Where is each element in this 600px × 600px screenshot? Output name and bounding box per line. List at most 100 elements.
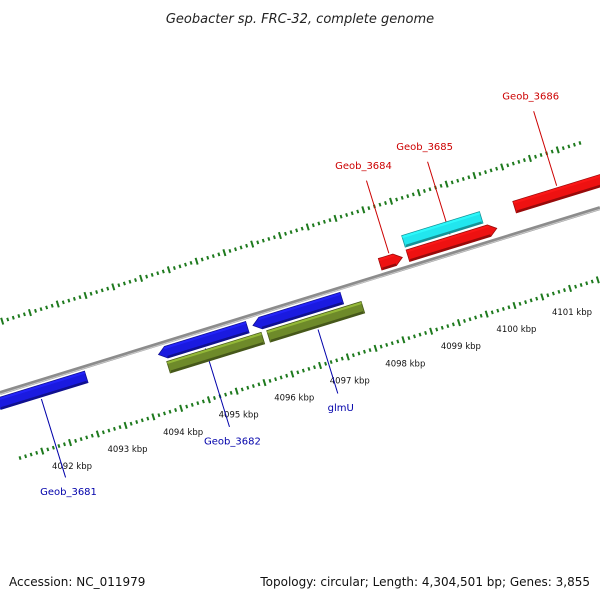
minor-tick bbox=[51, 445, 55, 450]
minor-tick bbox=[585, 281, 589, 286]
minor-tick bbox=[185, 404, 189, 409]
minor-tick bbox=[539, 153, 543, 157]
gene-highlight bbox=[378, 254, 395, 261]
gene-glmu[interactable] bbox=[266, 301, 366, 343]
major-tick bbox=[416, 189, 421, 197]
minor-tick bbox=[295, 228, 299, 233]
gene-label[interactable]: glmU bbox=[328, 403, 354, 414]
minor-tick bbox=[435, 327, 439, 332]
minor-tick bbox=[339, 214, 343, 219]
gene-geob-3682[interactable] bbox=[157, 320, 250, 360]
minor-tick bbox=[307, 366, 311, 371]
minor-tick bbox=[61, 300, 65, 305]
gene-label[interactable]: Geob_3685 bbox=[396, 142, 453, 153]
gene-shadow bbox=[170, 342, 264, 373]
minor-tick bbox=[22, 312, 26, 317]
minor-tick bbox=[145, 274, 149, 279]
genome-backbone-highlight bbox=[0, 208, 600, 395]
major-tick bbox=[55, 300, 60, 308]
minor-tick bbox=[411, 192, 415, 197]
minor-tick bbox=[118, 425, 122, 430]
gene-shadow bbox=[270, 311, 364, 342]
major-tick bbox=[166, 266, 171, 274]
major-tick bbox=[472, 171, 477, 180]
minor-tick bbox=[413, 334, 416, 339]
gene-highlight bbox=[401, 212, 481, 238]
gene-label[interactable]: Geob_3686 bbox=[502, 92, 559, 103]
minor-tick bbox=[129, 421, 133, 426]
gene-body bbox=[157, 320, 250, 359]
minor-tick bbox=[100, 288, 104, 293]
major-tick bbox=[123, 421, 128, 430]
major-tick bbox=[456, 319, 461, 327]
minor-tick bbox=[357, 351, 361, 356]
major-tick bbox=[568, 284, 573, 293]
minor-tick bbox=[324, 361, 328, 366]
gene-shadow bbox=[167, 331, 249, 358]
gene-geob-3686[interactable] bbox=[512, 173, 600, 214]
minor-tick bbox=[567, 144, 571, 149]
minor-tick bbox=[463, 318, 466, 323]
minor-tick bbox=[272, 235, 276, 240]
major-tick bbox=[95, 430, 100, 438]
genome-backbone bbox=[0, 206, 600, 395]
minor-tick bbox=[172, 266, 176, 271]
gene-label[interactable]: Geob_3681 bbox=[40, 487, 97, 498]
minor-tick bbox=[507, 305, 511, 310]
minor-tick bbox=[390, 341, 394, 346]
scale-label: 4097 kbp bbox=[330, 376, 370, 386]
minor-tick bbox=[190, 402, 194, 407]
gene-highlight bbox=[513, 174, 600, 204]
major-tick bbox=[401, 336, 406, 344]
minor-tick bbox=[261, 238, 265, 243]
major-tick bbox=[262, 378, 267, 387]
gene-feature-7[interactable] bbox=[401, 211, 484, 248]
minor-tick bbox=[550, 149, 554, 154]
minor-tick bbox=[128, 279, 132, 284]
gene-leader-line bbox=[533, 111, 558, 186]
minor-tick bbox=[489, 168, 493, 173]
gene-label[interactable]: Geob_3684 bbox=[335, 161, 392, 172]
minor-tick bbox=[45, 305, 49, 310]
minor-tick bbox=[63, 442, 66, 447]
minor-tick bbox=[418, 332, 422, 337]
minor-tick bbox=[140, 418, 144, 423]
minor-tick bbox=[484, 170, 487, 175]
gene-geob-3681[interactable] bbox=[0, 370, 89, 412]
minor-tick bbox=[239, 245, 243, 250]
minor-tick bbox=[274, 377, 278, 382]
minor-tick bbox=[6, 317, 10, 322]
major-tick bbox=[179, 404, 184, 412]
gene-geob-3684[interactable] bbox=[377, 252, 404, 271]
minor-tick bbox=[113, 426, 116, 431]
minor-tick bbox=[335, 358, 339, 363]
minor-tick bbox=[322, 219, 326, 224]
gene-highlight bbox=[406, 225, 489, 253]
minor-tick bbox=[529, 298, 533, 303]
minor-tick bbox=[257, 382, 261, 387]
major-tick bbox=[27, 308, 32, 317]
gene-highlight bbox=[0, 371, 86, 401]
major-tick bbox=[595, 276, 600, 284]
minor-tick bbox=[451, 322, 455, 327]
minor-tick bbox=[289, 230, 293, 235]
minor-tick bbox=[400, 195, 404, 200]
major-tick bbox=[68, 438, 73, 447]
gene-geob-3685[interactable] bbox=[405, 223, 498, 262]
minor-tick bbox=[279, 375, 283, 380]
major-tick bbox=[111, 283, 116, 291]
minor-tick bbox=[551, 291, 555, 296]
major-tick bbox=[512, 301, 517, 310]
scale-label: 4101 kbp bbox=[552, 308, 592, 318]
minor-tick bbox=[89, 291, 93, 296]
scale-label: 4100 kbp bbox=[496, 325, 536, 335]
gene-feature-2[interactable] bbox=[251, 291, 345, 331]
gene-feature-3[interactable] bbox=[166, 331, 266, 374]
minor-tick bbox=[268, 378, 272, 383]
gene-label[interactable]: Geob_3682 bbox=[204, 436, 261, 447]
minor-tick bbox=[74, 438, 78, 443]
minor-tick bbox=[424, 330, 428, 335]
minor-tick bbox=[561, 146, 565, 151]
minor-tick bbox=[563, 288, 566, 293]
minor-tick bbox=[189, 260, 193, 265]
